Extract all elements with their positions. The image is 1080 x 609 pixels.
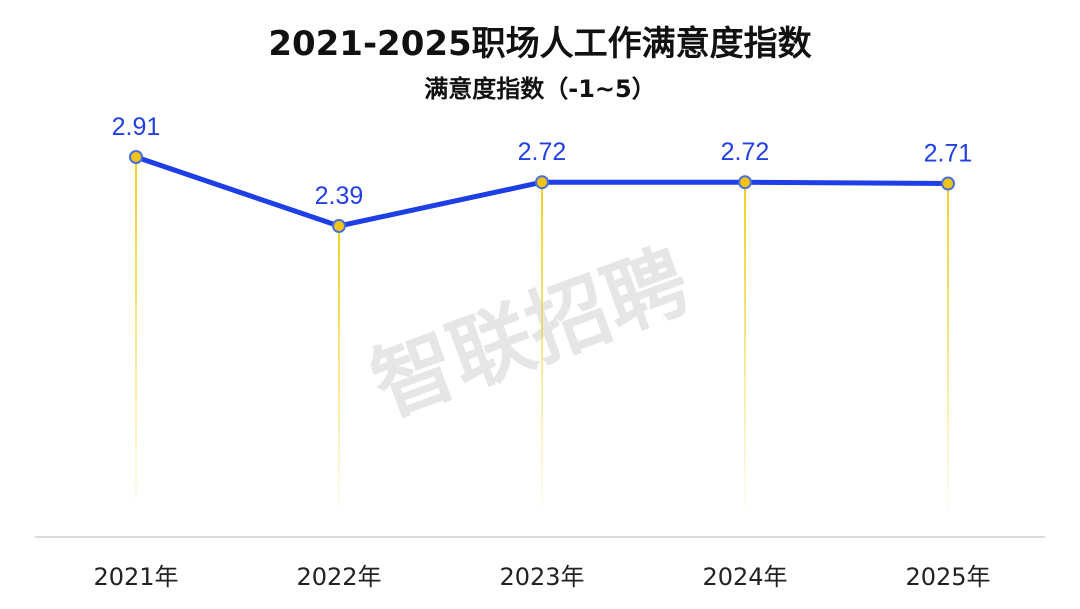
chart-subtitle: 满意度指数（-1~5） <box>424 75 655 103</box>
drop-line <box>541 182 543 520</box>
x-tick-label: 2023年 <box>499 563 584 591</box>
x-tick-label: 2024年 <box>702 563 787 591</box>
data-point <box>941 176 955 191</box>
chart-title: 2021-2025职场人工作满意度指数 <box>268 24 811 64</box>
data-label-layer: 2.91 2.39 2.72 2.72 2.71 <box>112 113 973 210</box>
x-tick-label: 2025年 <box>905 563 990 591</box>
watermark-text: 智联招聘 <box>360 233 701 434</box>
data-label: 2.39 <box>315 182 364 210</box>
data-point <box>129 150 143 164</box>
data-point <box>332 219 346 233</box>
data-label: 2.72 <box>518 138 567 166</box>
data-label: 2.71 <box>924 140 973 168</box>
drop-lines <box>135 157 949 521</box>
drop-line <box>744 182 746 520</box>
data-point <box>535 175 549 190</box>
drop-line <box>135 157 137 520</box>
x-tick-label: 2021年 <box>93 563 178 591</box>
marker-layer <box>129 150 955 233</box>
x-tick-label: 2022年 <box>296 563 381 591</box>
drop-line <box>947 183 949 521</box>
data-label: 2.91 <box>112 113 161 141</box>
data-point <box>738 175 752 190</box>
data-label: 2.72 <box>721 138 770 166</box>
drop-line <box>338 226 340 520</box>
x-tick-labels: 2021年 2022年 2023年 2024年 2025年 <box>93 563 990 591</box>
